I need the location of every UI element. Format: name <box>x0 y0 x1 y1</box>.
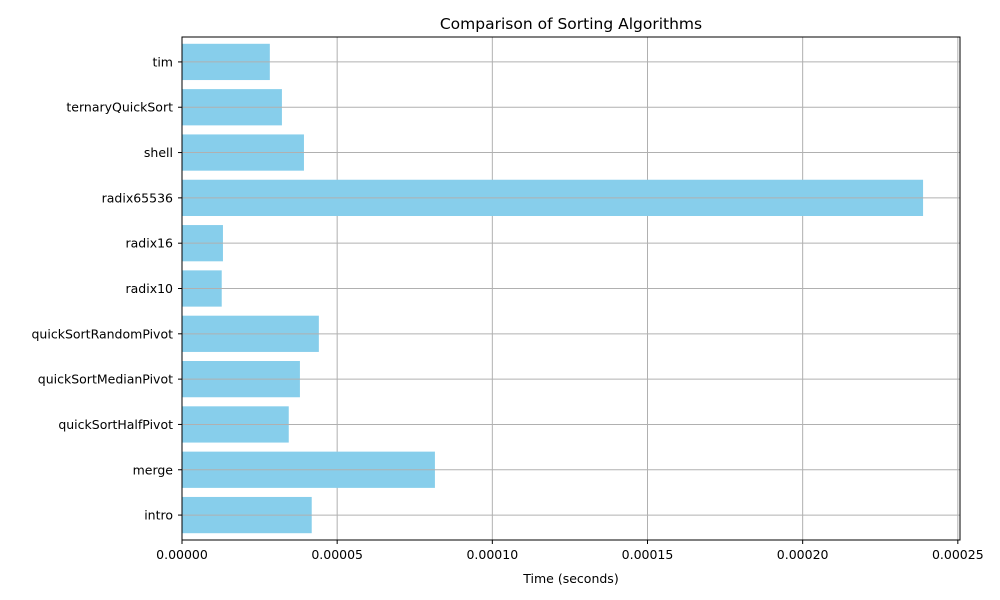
x-tick-label: 0.00010 <box>466 547 518 562</box>
y-tick-label: quickSortHalfPivot <box>58 417 173 432</box>
y-tick-label: radix16 <box>125 236 173 251</box>
x-tick-label: 0.00005 <box>311 547 363 562</box>
y-tick-label: radix65536 <box>102 190 173 205</box>
y-tick-label: tim <box>152 54 173 69</box>
y-tick-label: quickSortRandomPivot <box>32 326 174 341</box>
y-axis: intro merge quickSortHalfPivot quickSortMed… <box>32 54 182 523</box>
y-tick-label: quickSortMedianPivot <box>38 372 173 387</box>
horizontal-grid-layer <box>182 61 960 516</box>
y-tick-label: intro <box>144 508 173 523</box>
x-tick-label: 0.00000 <box>156 547 208 562</box>
x-tick-label: 0.00020 <box>777 547 829 562</box>
x-tick-label: 0.00015 <box>622 547 674 562</box>
y-tick-label: merge <box>133 462 174 477</box>
y-tick-label: shell <box>144 145 173 160</box>
x-tick-label: 0.00025 <box>932 547 984 562</box>
y-tick-label: radix10 <box>125 281 173 296</box>
chart-title: Comparison of Sorting Algorithms <box>440 15 702 33</box>
y-tick-label: ternaryQuickSort <box>66 100 173 115</box>
x-axis-label: Time (seconds) <box>522 571 618 586</box>
x-axis: 0.00000 0.00005 0.00010 0.00015 0.00020 0.000… <box>156 540 984 562</box>
